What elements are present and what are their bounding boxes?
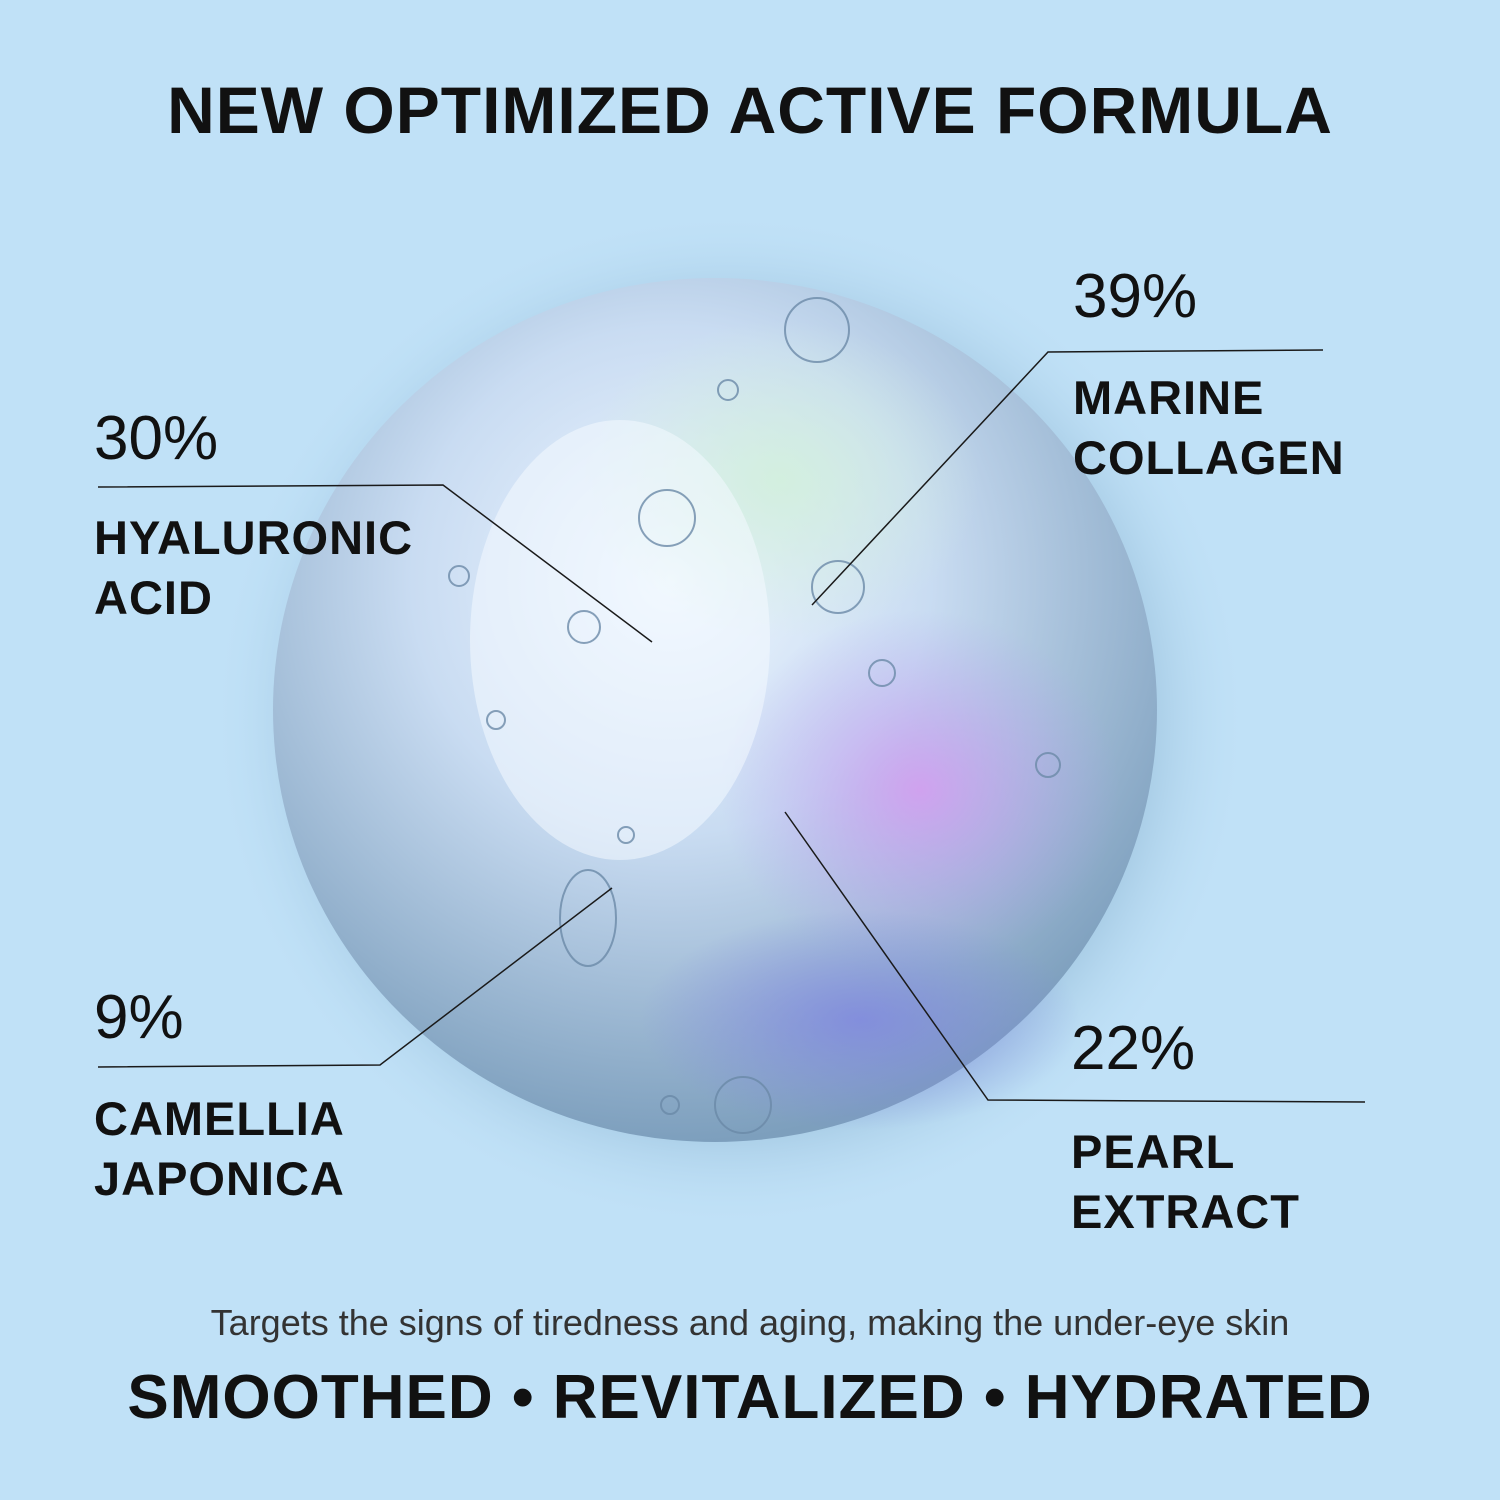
ingredient-percent: 30% (94, 404, 219, 473)
ingredient-percent: 22% (1071, 1014, 1196, 1083)
page-title: NEW OPTIMIZED ACTIVE FORMULA (167, 73, 1333, 147)
tagline: Targets the signs of tiredness and aging… (210, 1302, 1290, 1343)
ingredient-pearl-extract: 22% PEARL EXTRACT (1071, 1018, 1300, 1242)
ingredient-name: HYALURONIC (94, 511, 414, 564)
ingredient-marine-collagen: 39% MARINE COLLAGEN (1073, 266, 1345, 488)
ingredient-name: MARINE (1073, 371, 1265, 424)
ingredient-name: PEARL (1071, 1125, 1236, 1178)
ingredient-name: COLLAGEN (1073, 431, 1345, 484)
ingredient-name: ACID (94, 571, 213, 624)
leader-lines (97, 349, 1366, 1103)
ingredient-camellia-japonica: 9% CAMELLIA JAPONICA (94, 987, 345, 1209)
ingredient-percent: 9% (94, 983, 184, 1052)
benefits-headline: SMOOTHED • REVITALIZED • HYDRATED (127, 1363, 1373, 1432)
ingredient-name: EXTRACT (1071, 1185, 1300, 1238)
ingredient-name: JAPONICA (94, 1152, 345, 1205)
ingredient-hyaluronic-acid: 30% HYALURONIC ACID (94, 408, 413, 628)
ingredient-percent: 39% (1073, 262, 1198, 331)
ingredient-name: CAMELLIA (94, 1092, 345, 1145)
